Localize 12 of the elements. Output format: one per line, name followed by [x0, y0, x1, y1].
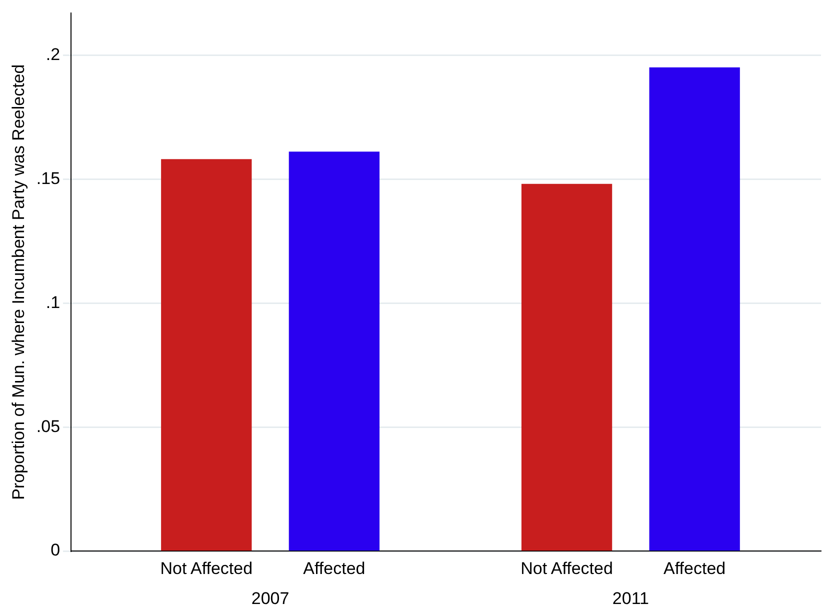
y-axis-title: Proportion of Mun. where Incumbent Party was Reelected: [8, 64, 28, 500]
x-tick-label: Affected: [303, 559, 366, 578]
y-tick-label: .2: [46, 45, 60, 64]
y-tick-label: .05: [36, 416, 60, 436]
y-tick-label: 0: [50, 540, 60, 560]
x-tick-label: Not Affected: [520, 559, 613, 578]
text: 2011: [612, 589, 649, 608]
x-tick-label: Not Affected: [160, 559, 253, 578]
y-tick-label: .1: [46, 292, 60, 312]
y-tick-label: .15: [36, 168, 60, 188]
text: 2007: [251, 589, 290, 608]
x-tick-label: Affected: [664, 559, 726, 578]
